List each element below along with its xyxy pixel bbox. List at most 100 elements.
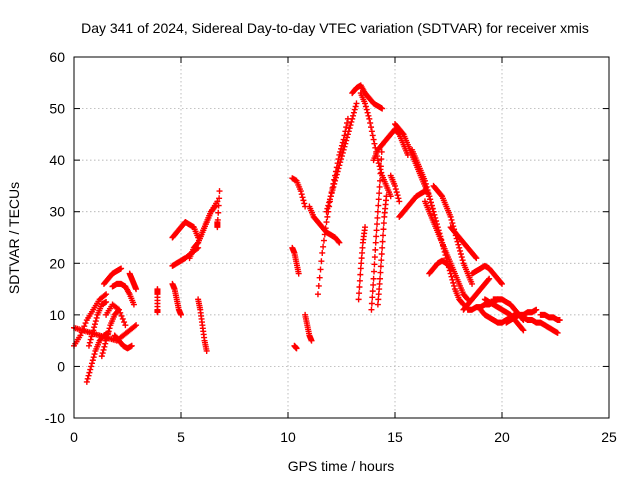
data-point <box>377 177 384 184</box>
data-point <box>368 306 375 313</box>
data-point <box>533 306 540 313</box>
data-point <box>323 219 330 226</box>
data-point <box>356 290 363 297</box>
data-point <box>377 163 384 170</box>
data-point <box>456 244 463 251</box>
data-point <box>348 118 355 125</box>
data-point <box>463 295 470 302</box>
data-point <box>89 330 96 337</box>
data-point <box>131 323 138 330</box>
x-tick-label: 20 <box>494 429 510 445</box>
data-point <box>393 189 400 196</box>
data-point <box>84 375 91 382</box>
data-points <box>71 82 563 385</box>
data-point <box>338 156 345 163</box>
data-point <box>459 257 466 264</box>
data-point <box>357 271 364 278</box>
series-arc-07 <box>100 265 125 287</box>
data-point <box>377 269 384 276</box>
data-point <box>392 182 398 189</box>
data-point <box>333 171 340 178</box>
data-point <box>103 291 110 298</box>
data-point <box>373 227 380 234</box>
x-tick-label: 25 <box>601 429 617 445</box>
data-point <box>352 103 359 110</box>
data-point <box>324 213 331 220</box>
data-point <box>91 324 98 331</box>
data-point <box>448 273 455 280</box>
data-point <box>369 288 376 295</box>
series-arc-08 <box>109 280 137 308</box>
data-point <box>130 301 137 308</box>
series-arc-47 <box>516 311 561 336</box>
data-point <box>395 195 402 202</box>
data-point <box>358 260 365 267</box>
data-point <box>214 224 221 231</box>
data-point <box>128 342 135 349</box>
data-point <box>369 294 376 301</box>
data-point <box>363 106 370 113</box>
data-point <box>115 306 122 313</box>
data-point <box>332 174 339 181</box>
series-arc-14 <box>169 280 184 318</box>
data-point <box>379 105 386 112</box>
data-point <box>421 177 428 184</box>
data-point <box>340 146 347 153</box>
data-point <box>121 319 128 326</box>
data-point <box>376 183 383 190</box>
data-point <box>357 265 364 272</box>
data-point <box>370 136 377 143</box>
data-point <box>105 328 112 335</box>
data-point <box>102 340 109 347</box>
series-arc-25 <box>323 100 360 215</box>
series-arc-17 <box>186 198 221 262</box>
data-point <box>326 196 333 203</box>
data-point <box>344 134 351 141</box>
series-arc-40 <box>460 275 493 313</box>
data-point <box>122 322 129 329</box>
data-point <box>356 277 363 284</box>
data-point <box>370 281 377 288</box>
series-arc-36 <box>421 198 471 303</box>
data-point <box>396 198 403 205</box>
data-point <box>339 149 346 156</box>
data-point <box>376 286 383 293</box>
data-point <box>378 156 385 163</box>
data-point <box>394 192 401 199</box>
data-point <box>362 103 369 110</box>
data-point <box>427 199 434 206</box>
data-point <box>215 202 222 209</box>
data-point <box>214 216 221 223</box>
data-point <box>372 239 379 246</box>
data-point <box>298 191 305 198</box>
data-point <box>422 180 429 187</box>
data-point <box>370 275 377 282</box>
data-point <box>98 353 105 360</box>
x-tick-label: 0 <box>70 429 78 445</box>
data-point <box>428 202 435 209</box>
y-tick-label: 30 <box>49 204 65 220</box>
data-point <box>426 193 433 200</box>
data-point <box>106 325 113 332</box>
data-point <box>119 315 126 322</box>
data-point <box>362 224 369 231</box>
data-point <box>118 312 125 319</box>
data-point <box>375 202 382 209</box>
plot-frame <box>73 56 610 419</box>
data-point <box>335 165 342 172</box>
data-point <box>194 240 201 247</box>
data-point <box>373 233 380 240</box>
data-point <box>375 160 382 167</box>
data-point <box>343 124 350 131</box>
data-point <box>335 238 342 245</box>
y-axis-label: SDTVAR / TECUs <box>6 182 22 294</box>
data-point <box>117 309 124 316</box>
data-point <box>375 291 382 298</box>
data-point <box>371 254 378 261</box>
data-point <box>377 263 384 270</box>
data-point <box>93 314 100 321</box>
y-tick-label: 20 <box>49 255 65 271</box>
data-point <box>87 336 94 343</box>
data-point <box>380 226 387 233</box>
data-point <box>359 249 366 256</box>
